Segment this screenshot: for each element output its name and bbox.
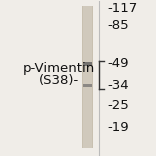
Text: p-Vimentin: p-Vimentin xyxy=(23,62,95,75)
Text: -85: -85 xyxy=(108,19,129,32)
Text: -117: -117 xyxy=(108,2,138,15)
Text: -19: -19 xyxy=(108,121,129,134)
FancyBboxPatch shape xyxy=(83,84,92,87)
Text: -25: -25 xyxy=(108,99,129,112)
Text: (S38)-: (S38)- xyxy=(39,74,79,87)
FancyBboxPatch shape xyxy=(83,6,92,148)
Text: -49: -49 xyxy=(108,57,129,70)
Text: -34: -34 xyxy=(108,79,129,92)
FancyBboxPatch shape xyxy=(82,6,93,148)
FancyBboxPatch shape xyxy=(83,62,92,66)
